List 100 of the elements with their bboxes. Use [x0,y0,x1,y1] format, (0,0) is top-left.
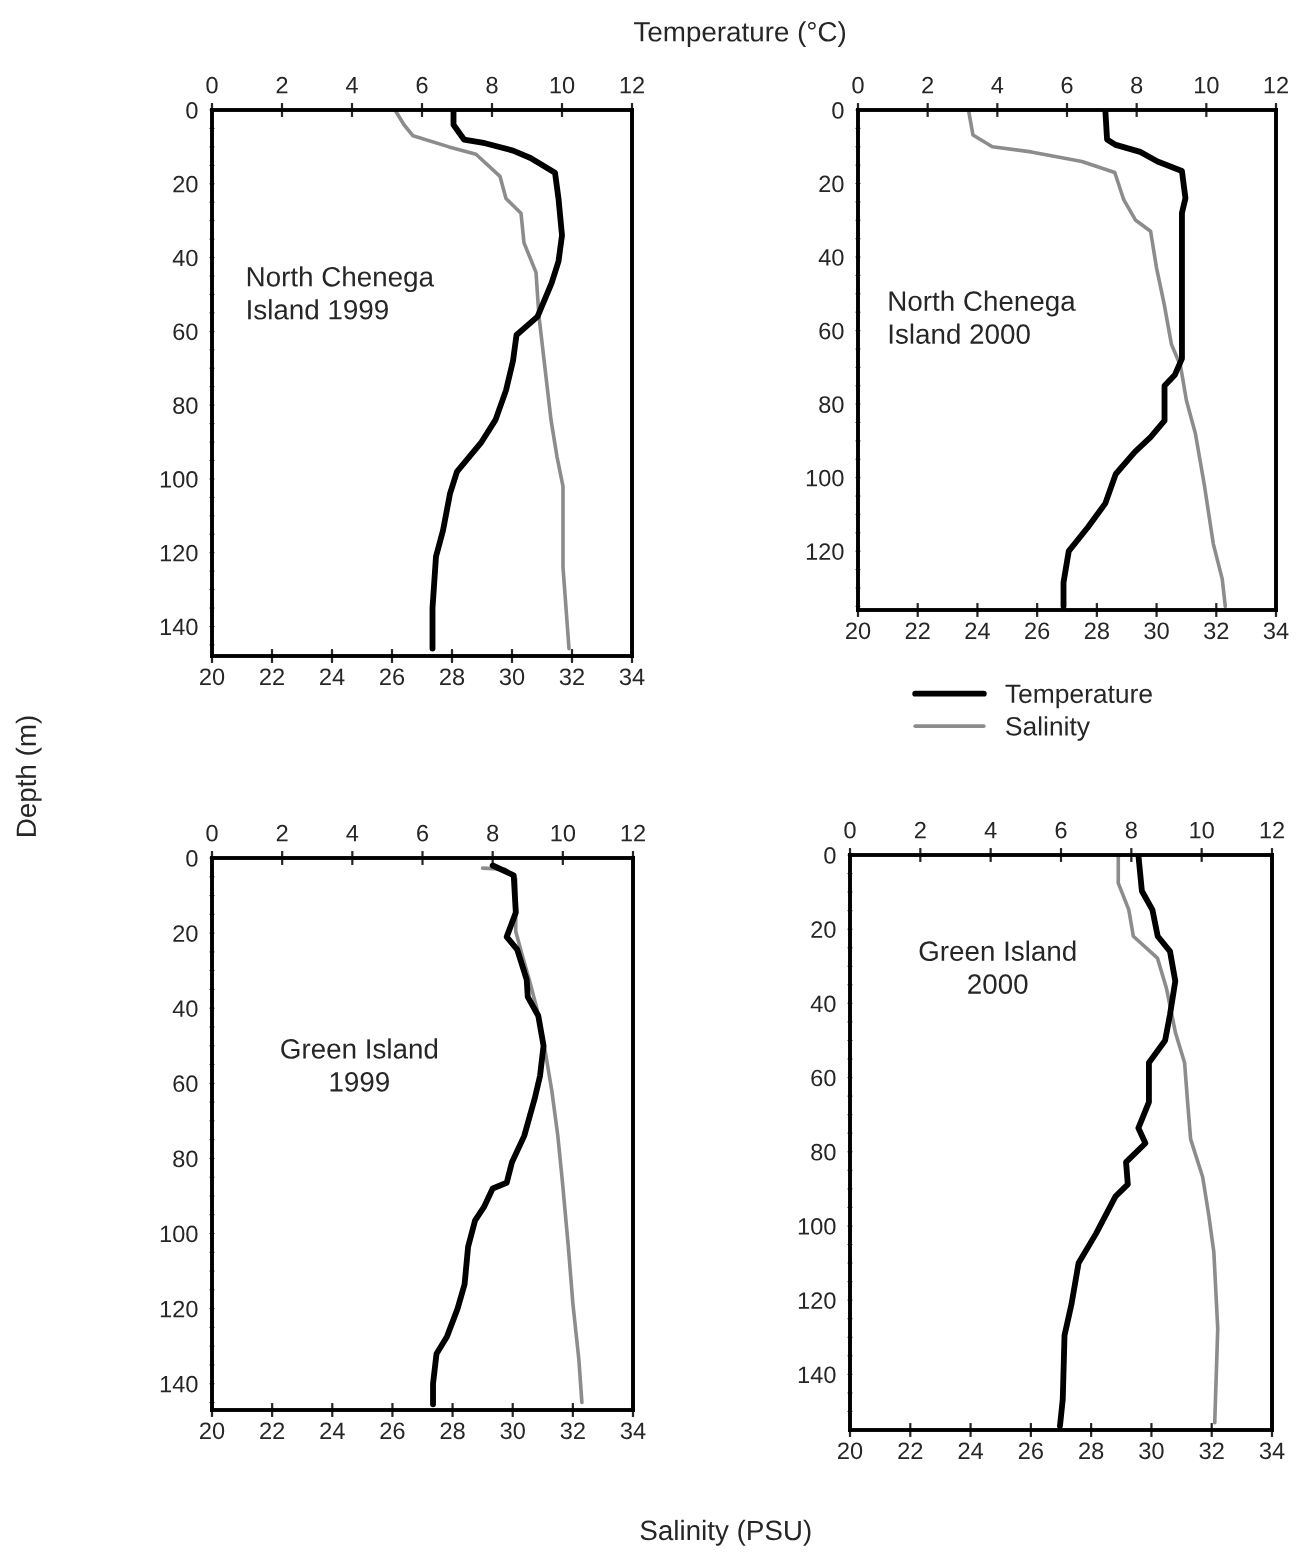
y-tick-label: 80 [819,396,844,413]
x-tick-label: 34 [1263,622,1289,640]
x2-tick-label: 10 [1190,821,1214,839]
x-tick-label: 32 [1199,1442,1224,1460]
x-tick-label: 22 [260,1422,285,1439]
x-tick-label: 22 [898,1442,923,1459]
y-tick-label: 80 [173,397,198,414]
x-axis-title: Salinity (PSU) [640,1519,811,1546]
y-tick-label: 120 [806,543,844,560]
x2-tick-label: 0 [206,76,218,94]
x-tick-label: 20 [200,1422,225,1440]
x-tick-label: 30 [1144,622,1169,640]
x2-tick-label: 2 [276,76,288,94]
y-tick-label: 100 [160,470,198,488]
x2-tick-label: 8 [1131,76,1143,94]
y-tick-label: 120 [798,1292,836,1309]
y-tick-label: 40 [818,249,844,266]
x2-tick-label: 12 [621,824,645,842]
x-tick-label: 20 [846,622,871,640]
x-tick-label: 22 [905,622,930,639]
x2-tick-label: 0 [844,821,856,839]
x-tick-label: 26 [1018,1442,1043,1460]
y-tick-label: 40 [172,249,198,267]
x2-tick-label: 12 [1264,76,1288,94]
x-tick-label: 28 [440,668,465,686]
x2-tick-label: 0 [852,76,864,94]
x-tick-label: 28 [1079,1442,1104,1460]
x-tick-label: 34 [619,668,645,686]
x2-tick-label: 4 [346,825,359,842]
x2-tick-label: 12 [620,76,644,94]
y-tick-label: 60 [819,322,844,340]
x2-tick-label: 10 [551,824,576,842]
x-tick-label: 26 [1025,622,1050,640]
y-tick-label: 80 [173,1150,198,1168]
x-tick-label: 26 [380,668,405,686]
x2-tick-label: 2 [922,76,934,94]
y-tick-label: 0 [186,850,198,867]
x-tick-label: 30 [499,668,525,686]
x2-tick-label: 4 [345,77,358,94]
y-tick-label: 0 [186,102,198,119]
y-tick-label: 20 [819,175,844,193]
x2-tick-label: 6 [1055,821,1067,839]
annotation: Green Island 2000 [919,940,1076,994]
y-tick-label: 100 [806,469,844,487]
x2-tick-label: 2 [276,824,288,842]
y-tick-label: 80 [811,1143,836,1161]
x2-tick-label: 4 [991,77,1004,94]
x2-tick-label: 4 [984,822,997,839]
y-tick-label: 40 [172,1000,198,1017]
y-tick-label: 140 [160,618,198,636]
x2-tick-label: 0 [206,824,218,842]
x-tick-label: 32 [560,1422,585,1440]
x-tick-label: 22 [260,668,284,685]
y-tick-label: 20 [811,921,836,938]
x-tick-label: 24 [320,668,345,685]
x2-axis-title: Temperature (°C) [634,21,846,48]
x-tick-label: 30 [1139,1442,1164,1460]
y-tick-label: 20 [173,175,198,193]
x-tick-label: 24 [965,622,990,639]
y-tick-label: 120 [160,544,198,562]
line-series [966,110,1228,609]
x-tick-label: 28 [440,1422,465,1440]
x-tick-label: 20 [838,1442,863,1460]
y-axis-title: Depth (m) [15,716,42,836]
y-tick-label: 60 [811,1069,836,1087]
y-tick-label: 140 [160,1375,198,1393]
y-tick-label: 20 [173,925,198,942]
legend-label: Salinity [1006,716,1090,741]
x-tick-label: 20 [200,668,225,686]
legend-label: Temperature [1005,684,1152,709]
x2-tick-label: 8 [486,76,498,94]
x2-tick-label: 6 [417,824,429,842]
x-tick-label: 24 [320,1422,345,1439]
y-tick-label: 60 [173,323,198,341]
line-series [1116,855,1220,1425]
x-tick-label: 34 [1259,1442,1285,1460]
x-tick-label: 24 [958,1442,984,1459]
y-tick-label: 140 [798,1366,836,1384]
y-tick-label: 100 [798,1218,836,1235]
x-tick-label: 32 [1204,622,1229,640]
annotation: Green Island 1999 [281,1038,438,1092]
y-tick-label: 120 [160,1300,198,1318]
x2-tick-label: 10 [1195,76,1219,94]
y-tick-label: 40 [810,995,836,1013]
x-tick-label: 26 [380,1422,405,1440]
x2-tick-label: 8 [487,824,499,842]
x2-tick-label: 6 [416,76,428,94]
x2-tick-label: 8 [1125,821,1137,839]
x2-tick-label: 2 [914,821,926,839]
y-tick-label: 100 [160,1225,198,1243]
y-tick-label: 0 [824,847,836,864]
x-tick-label: 34 [620,1422,646,1440]
x2-tick-label: 10 [550,76,575,94]
x-tick-label: 28 [1084,622,1109,640]
annotation: North Chenega Island 2000 [889,290,1076,344]
y-tick-label: 60 [173,1075,198,1093]
x-tick-label: 30 [500,1422,525,1440]
annotation: North Chenega Island 1999 [247,266,434,320]
x-tick-label: 32 [559,668,584,686]
x2-tick-label: 12 [1260,821,1284,839]
